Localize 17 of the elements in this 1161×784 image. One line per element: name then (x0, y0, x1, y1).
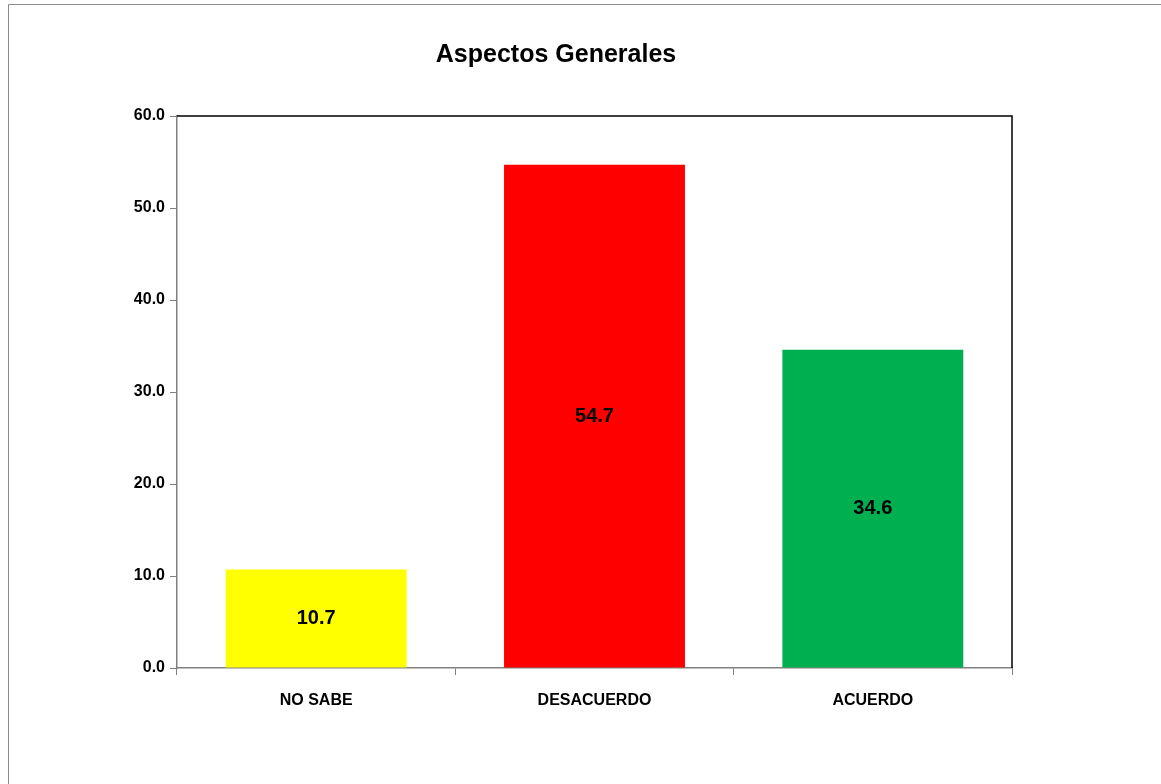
bar (225, 569, 407, 668)
y-tick-label: 30.0 (133, 382, 166, 400)
x-tick-label: DESACUERDO (537, 691, 652, 709)
data-label: 10.7 (296, 606, 336, 629)
y-tick-label: 60.0 (133, 106, 166, 124)
y-tick-label: 0.0 (142, 658, 166, 676)
y-tick-label: 40.0 (133, 290, 166, 308)
y-tick-label: 20.0 (133, 474, 166, 492)
bar (504, 164, 685, 668)
chart-title: Aspectos Generales (435, 38, 677, 67)
y-tick-label: 50.0 (133, 198, 166, 216)
x-tick-label: ACUERDO (832, 691, 914, 709)
data-label: 34.6 (853, 496, 893, 519)
data-label: 54.7 (575, 403, 614, 426)
y-tick-label: 10.0 (133, 566, 166, 584)
bar (782, 349, 964, 668)
x-tick-label: NO SABE (279, 691, 353, 709)
